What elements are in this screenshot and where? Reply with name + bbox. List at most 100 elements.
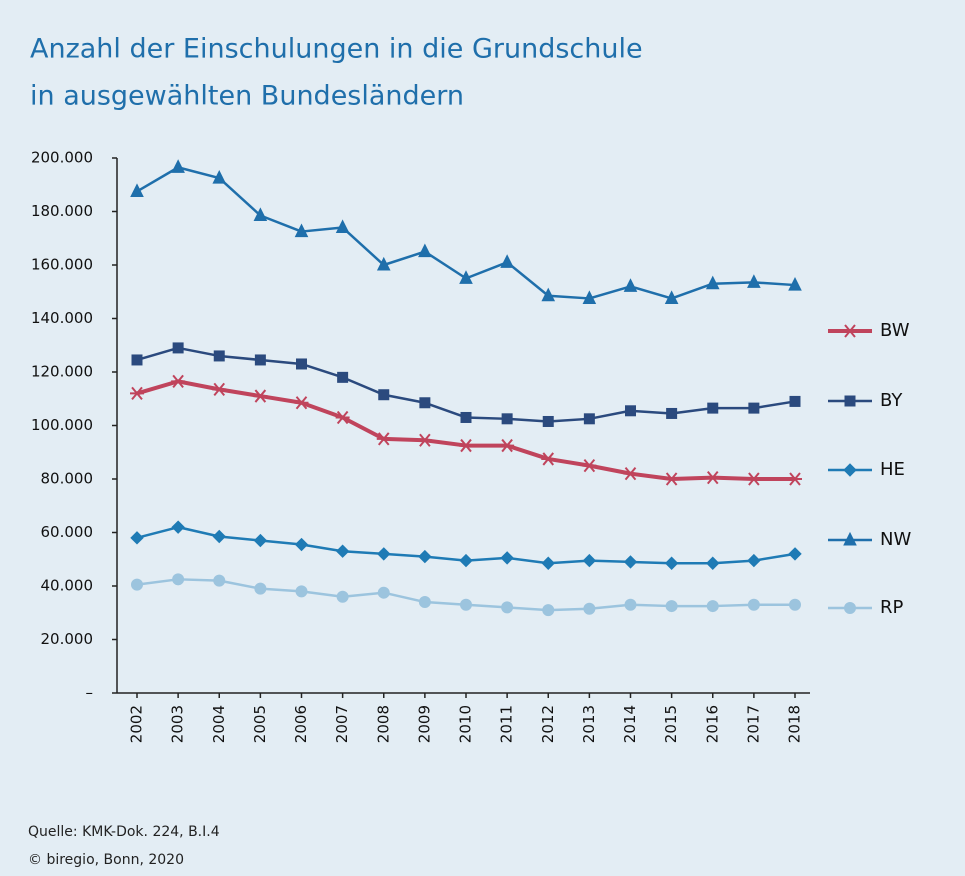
marker bbox=[844, 395, 856, 407]
marker bbox=[296, 358, 307, 370]
marker bbox=[501, 601, 514, 614]
marker bbox=[747, 274, 761, 288]
y-tick-label: 200.000 bbox=[31, 149, 93, 167]
marker bbox=[500, 438, 515, 453]
marker bbox=[788, 276, 802, 291]
marker bbox=[459, 270, 473, 284]
marker bbox=[789, 395, 801, 407]
marker bbox=[377, 586, 390, 599]
marker bbox=[460, 598, 472, 611]
marker bbox=[337, 371, 349, 383]
marker bbox=[417, 433, 432, 447]
marker bbox=[212, 529, 226, 544]
marker bbox=[171, 159, 185, 173]
marker bbox=[500, 551, 514, 565]
y-tick-label: 60.000 bbox=[41, 523, 94, 541]
marker bbox=[623, 555, 638, 569]
marker bbox=[335, 410, 350, 425]
marker bbox=[459, 438, 473, 453]
marker bbox=[294, 396, 309, 410]
x-tick-label: 2010 bbox=[457, 705, 475, 743]
marker bbox=[254, 354, 266, 366]
marker bbox=[705, 471, 720, 485]
marker bbox=[582, 290, 597, 304]
y-tick-label: 180.000 bbox=[31, 202, 93, 220]
marker bbox=[459, 553, 473, 568]
marker bbox=[788, 547, 802, 561]
marker bbox=[253, 207, 268, 222]
chart-title: Anzahl der Einschulungen in die Grundsch… bbox=[30, 34, 643, 65]
marker bbox=[583, 413, 595, 425]
legend-label: HE bbox=[880, 459, 905, 480]
marker bbox=[418, 243, 432, 258]
marker bbox=[582, 458, 597, 473]
marker bbox=[843, 531, 857, 546]
marker bbox=[213, 574, 226, 587]
marker bbox=[541, 287, 556, 302]
legend-label: RP bbox=[880, 597, 904, 618]
marker bbox=[254, 582, 267, 595]
marker bbox=[665, 600, 678, 613]
marker bbox=[253, 533, 268, 548]
marker bbox=[377, 547, 391, 561]
marker bbox=[419, 397, 431, 409]
y-tick-label: 160.000 bbox=[31, 256, 93, 274]
legend-label: BW bbox=[880, 320, 910, 341]
y-tick-label: 40.000 bbox=[41, 577, 94, 595]
marker bbox=[418, 596, 431, 609]
marker bbox=[843, 463, 857, 477]
marker bbox=[172, 573, 185, 586]
marker bbox=[747, 553, 761, 568]
marker bbox=[664, 472, 679, 486]
marker bbox=[295, 585, 308, 598]
marker bbox=[666, 407, 678, 419]
marker bbox=[171, 520, 185, 534]
marker bbox=[501, 413, 513, 425]
x-tick-label: 2014 bbox=[621, 705, 639, 743]
y-tick-label: 100.000 bbox=[31, 416, 93, 434]
x-tick-label: 2004 bbox=[210, 705, 228, 743]
marker bbox=[542, 604, 555, 617]
marker bbox=[624, 598, 637, 611]
y-tick-label: 80.000 bbox=[41, 470, 94, 488]
marker bbox=[747, 598, 760, 611]
marker bbox=[172, 342, 184, 354]
marker bbox=[541, 452, 556, 466]
marker bbox=[213, 350, 225, 362]
marker bbox=[418, 549, 432, 564]
x-tick-label: 2011 bbox=[498, 705, 516, 743]
marker bbox=[623, 278, 638, 292]
marker bbox=[844, 602, 856, 614]
legend-label: BY bbox=[880, 390, 903, 411]
x-tick-label: 2017 bbox=[744, 705, 762, 743]
marker bbox=[253, 389, 268, 403]
marker bbox=[582, 553, 597, 568]
marker bbox=[460, 411, 472, 423]
marker bbox=[788, 472, 802, 486]
marker bbox=[664, 290, 679, 304]
marker bbox=[705, 275, 720, 290]
marker bbox=[583, 602, 596, 615]
credit: © biregio, Bonn, 2020 bbox=[28, 852, 184, 868]
marker bbox=[336, 590, 349, 603]
marker bbox=[335, 544, 350, 558]
marker bbox=[706, 600, 719, 613]
x-tick-label: 2007 bbox=[333, 705, 351, 743]
marker bbox=[378, 389, 390, 401]
marker bbox=[171, 374, 186, 389]
marker bbox=[335, 219, 350, 234]
x-tick-label: 2006 bbox=[292, 705, 310, 743]
marker bbox=[706, 556, 720, 570]
x-tick-label: 2003 bbox=[169, 705, 187, 743]
marker bbox=[843, 324, 857, 338]
marker bbox=[500, 254, 514, 268]
marker bbox=[707, 402, 719, 414]
x-tick-label: 2002 bbox=[128, 705, 146, 743]
marker bbox=[131, 354, 143, 366]
marker bbox=[376, 256, 391, 271]
marker bbox=[664, 556, 679, 570]
x-tick-label: 2012 bbox=[539, 705, 557, 743]
marker bbox=[376, 432, 391, 446]
marker bbox=[542, 415, 554, 427]
